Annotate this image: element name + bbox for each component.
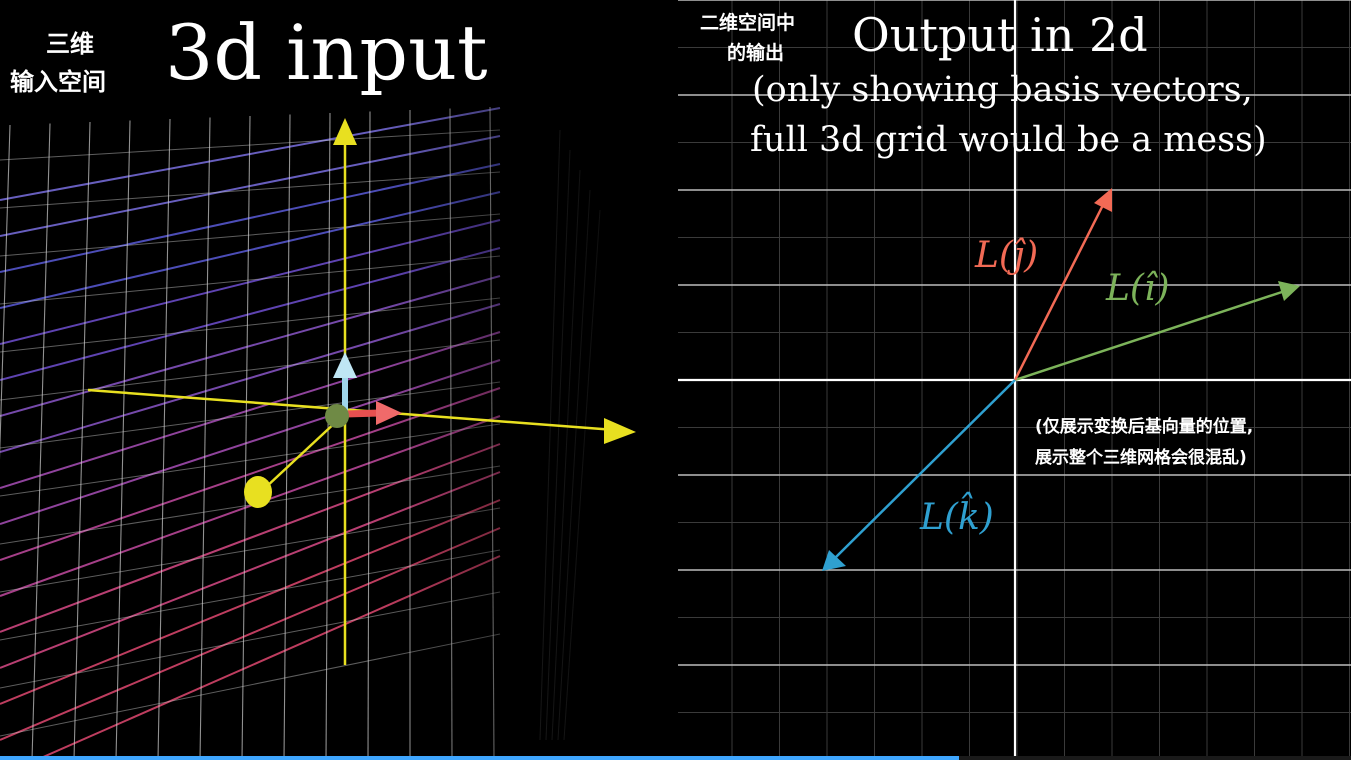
y-axis <box>264 419 339 489</box>
j-vector <box>1013 204 1105 381</box>
k-vector <box>834 379 1016 559</box>
grid-line-vertical-3d <box>73 121 91 760</box>
video-progress-fill <box>0 756 960 760</box>
grid-line-vertical-3d <box>283 114 291 760</box>
grid-fade <box>380 100 680 760</box>
video-progress-bar[interactable] <box>0 756 1351 760</box>
right-panel-title: Output in 2d <box>852 8 1148 62</box>
i-vector-head <box>1278 281 1300 301</box>
grid-line-vertical-3d <box>115 120 131 760</box>
grid-line-vertical-3d <box>0 124 11 460</box>
grid-line-vertical-3d <box>157 118 171 760</box>
label-L-j: L(ĵ) <box>975 235 1039 276</box>
input-3d-axes <box>87 118 636 665</box>
grid-line-vertical-3d <box>31 123 51 760</box>
i-vector <box>1014 289 1286 382</box>
j-hat-3d-head <box>333 352 357 378</box>
i-hat-3d <box>344 409 381 418</box>
j-vector-head <box>1094 188 1112 212</box>
cn-note-line1: (仅展示变换后基向量的位置, <box>1035 417 1254 437</box>
right-subtitle-line2: full 3d grid would be a mess) <box>750 120 1267 160</box>
label-L-i: L(î) <box>1106 268 1170 309</box>
z-axis-arrowhead <box>333 118 357 145</box>
label-L-k: L(k̂) <box>920 497 994 538</box>
right-subtitle-line1: (only showing basis vectors, <box>752 70 1253 110</box>
right-cn-title-line2: 的输出 <box>727 42 785 64</box>
grid-line-vertical-3d <box>199 117 211 760</box>
y-axis-cone <box>244 476 272 508</box>
left-cn-title-line2: 输入空间 <box>10 68 106 96</box>
grid-line-vertical-3d <box>367 111 371 760</box>
right-cn-title-line1: 二维空间中 <box>700 12 796 34</box>
cn-note-line2: 展示整个三维网格会很混乱) <box>1035 448 1247 468</box>
x-axis <box>87 388 616 432</box>
k-vector-head <box>822 550 846 571</box>
output-2d-vectors <box>822 188 1300 571</box>
grid-line-vertical-3d <box>325 112 331 760</box>
i-hat-3d-head <box>376 401 402 425</box>
x-axis-arrowhead <box>604 418 636 444</box>
left-cn-title-line1: 三维 <box>46 30 94 58</box>
origin-sphere <box>325 404 349 428</box>
grid-line-vertical-3d <box>241 115 251 760</box>
left-panel-title: 3d input <box>165 8 488 97</box>
